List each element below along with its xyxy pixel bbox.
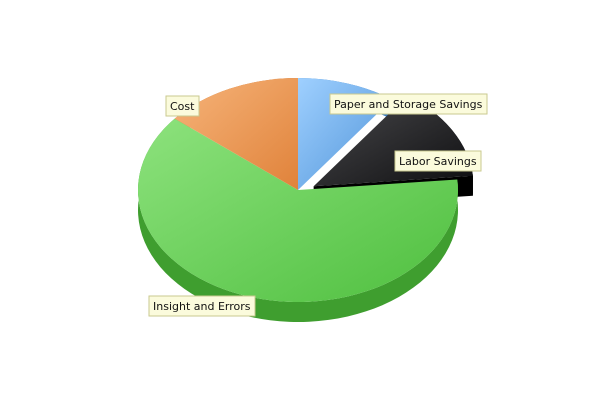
slice-insight-and-errors-label: Insight and Errors (148, 295, 256, 317)
slice-labor-savings-label: Labor Savings (394, 150, 482, 172)
pie-labels: Paper and Storage Savings Labor Savings In… (148, 93, 488, 317)
slice-paper-and-storage-savings-label-box (329, 93, 488, 115)
slice-insight-and-errors[interactable] (138, 118, 459, 302)
slice-cost-label-text: Cost (170, 100, 195, 113)
slice-paper-and-storage-savings-label: Paper and Storage Savings (329, 93, 488, 115)
slice-labor-savings-label-text: Labor Savings (399, 155, 477, 168)
slice-labor-savings-label-box (394, 150, 482, 172)
slice-insight-and-errors-label-text: Insight and Errors (153, 300, 251, 313)
slice-cost-label-box (165, 95, 200, 117)
slice-paper-and-storage-savings-label-text: Paper and Storage Savings (334, 98, 483, 111)
slice-cost[interactable] (174, 78, 298, 190)
slice-cost-label: Cost (165, 95, 200, 117)
slice-insight-and-errors-label-box (148, 295, 256, 317)
